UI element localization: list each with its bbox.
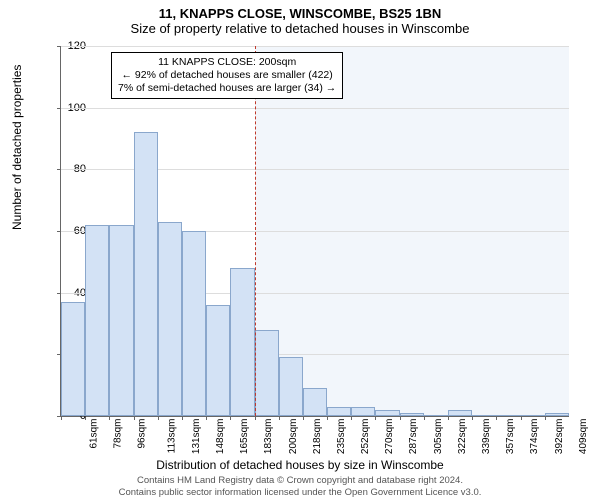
x-tick-mark bbox=[496, 416, 497, 420]
x-tick-label: 305sqm bbox=[433, 419, 444, 455]
histogram-bar bbox=[448, 410, 472, 416]
footer-line1: Contains HM Land Registry data © Crown c… bbox=[0, 475, 600, 486]
x-tick-mark bbox=[279, 416, 280, 420]
reference-line bbox=[255, 46, 256, 416]
x-tick-label: 374sqm bbox=[530, 419, 541, 455]
x-tick-label: 148sqm bbox=[215, 419, 226, 455]
x-tick-mark bbox=[400, 416, 401, 420]
x-tick-label: 287sqm bbox=[409, 419, 420, 455]
x-tick-mark bbox=[303, 416, 304, 420]
x-tick-mark bbox=[230, 416, 231, 420]
histogram-bar bbox=[158, 222, 182, 416]
x-tick-mark bbox=[134, 416, 135, 420]
footer-line2: Contains public sector information licen… bbox=[0, 487, 600, 498]
x-tick-mark bbox=[472, 416, 473, 420]
x-tick-mark bbox=[424, 416, 425, 420]
x-tick-label: 409sqm bbox=[578, 419, 589, 455]
histogram-bar bbox=[545, 413, 569, 416]
x-tick-mark bbox=[206, 416, 207, 420]
histogram-bar bbox=[375, 410, 399, 416]
annotation-box: 11 KNAPPS CLOSE: 200sqm ← 92% of detache… bbox=[111, 52, 343, 99]
x-tick-mark bbox=[255, 416, 256, 420]
histogram-bar bbox=[351, 407, 375, 416]
x-tick-label: 183sqm bbox=[263, 419, 274, 455]
histogram-bar bbox=[327, 407, 351, 416]
x-tick-label: 113sqm bbox=[166, 419, 177, 454]
x-tick-label: 339sqm bbox=[481, 419, 492, 455]
histogram-bar bbox=[230, 268, 254, 416]
histogram-bar bbox=[279, 357, 303, 416]
histogram-bar bbox=[496, 415, 520, 416]
x-tick-label: 165sqm bbox=[239, 419, 250, 455]
chart-title-subtitle: Size of property relative to detached ho… bbox=[0, 21, 600, 36]
annotation-line2: ← 92% of detached houses are smaller (42… bbox=[118, 69, 336, 82]
annotation-line3: 7% of semi-detached houses are larger (3… bbox=[118, 82, 336, 95]
x-axis-label: Distribution of detached houses by size … bbox=[0, 458, 600, 472]
x-tick-mark bbox=[182, 416, 183, 420]
histogram-bar bbox=[206, 305, 230, 416]
y-axis-label: Number of detached properties bbox=[10, 65, 24, 230]
histogram-bar bbox=[521, 415, 545, 416]
x-tick-label: 61sqm bbox=[89, 419, 100, 449]
x-tick-label: 322sqm bbox=[457, 419, 468, 455]
x-tick-mark bbox=[375, 416, 376, 420]
x-tick-label: 270sqm bbox=[384, 419, 395, 455]
histogram-bar bbox=[182, 231, 206, 416]
x-tick-mark bbox=[109, 416, 110, 420]
chart-container: 11, KNAPPS CLOSE, WINSCOMBE, BS25 1BN Si… bbox=[0, 0, 600, 500]
x-tick-mark bbox=[327, 416, 328, 420]
histogram-bar bbox=[134, 132, 158, 416]
x-tick-label: 218sqm bbox=[312, 419, 323, 455]
histogram-bar bbox=[400, 413, 424, 416]
annotation-line1: 11 KNAPPS CLOSE: 200sqm bbox=[118, 56, 336, 69]
x-tick-mark bbox=[158, 416, 159, 420]
chart-title-address: 11, KNAPPS CLOSE, WINSCOMBE, BS25 1BN bbox=[0, 0, 600, 21]
footer: Contains HM Land Registry data © Crown c… bbox=[0, 475, 600, 498]
x-tick-mark bbox=[351, 416, 352, 420]
gridline bbox=[61, 46, 569, 47]
x-tick-label: 235sqm bbox=[336, 419, 347, 455]
histogram-bar bbox=[109, 225, 133, 416]
histogram-bar bbox=[424, 415, 448, 416]
histogram-bar bbox=[472, 415, 496, 416]
x-tick-label: 392sqm bbox=[554, 419, 565, 455]
x-tick-label: 96sqm bbox=[137, 419, 148, 449]
histogram-bar bbox=[85, 225, 109, 416]
x-tick-label: 200sqm bbox=[288, 419, 299, 455]
x-tick-mark bbox=[521, 416, 522, 420]
x-tick-label: 131sqm bbox=[191, 419, 202, 455]
x-tick-mark bbox=[448, 416, 449, 420]
histogram-bar bbox=[303, 388, 327, 416]
x-tick-label: 78sqm bbox=[113, 419, 124, 449]
gridline bbox=[61, 108, 569, 109]
histogram-bar bbox=[255, 330, 279, 416]
histogram-bar bbox=[61, 302, 85, 416]
plot-area: 61sqm78sqm96sqm113sqm131sqm148sqm165sqm1… bbox=[60, 46, 569, 417]
x-tick-mark bbox=[545, 416, 546, 420]
x-tick-label: 252sqm bbox=[360, 419, 371, 455]
x-tick-label: 357sqm bbox=[505, 419, 516, 455]
